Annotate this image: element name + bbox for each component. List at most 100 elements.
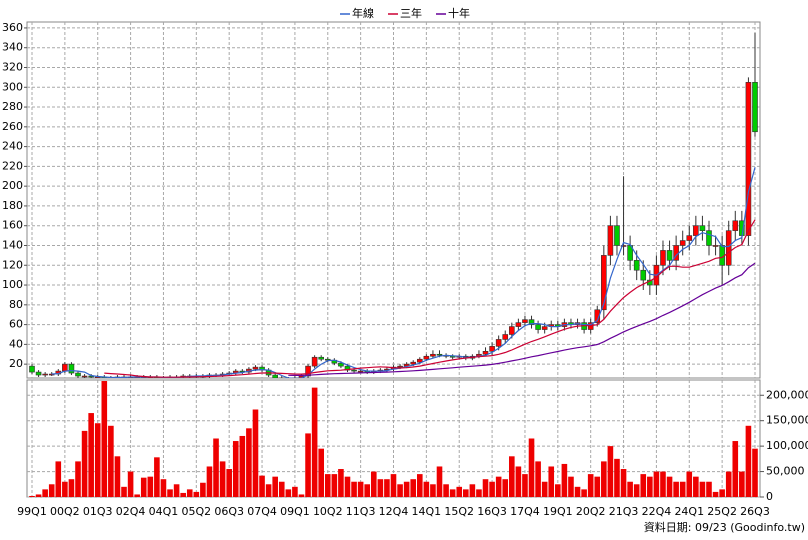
volume-bar — [745, 425, 752, 497]
candle-body — [620, 245, 627, 247]
candle-body — [252, 366, 259, 370]
volume-bar — [515, 466, 522, 497]
volume-bar — [311, 387, 318, 497]
volume-bar — [193, 491, 200, 497]
volume-bar — [259, 475, 265, 497]
volume-bar — [318, 448, 324, 497]
volume-bar — [416, 474, 423, 497]
volume-bar — [463, 489, 469, 497]
y2-tick-label: 50,000 — [766, 465, 805, 478]
volume-bar — [278, 481, 285, 497]
candle-body — [693, 225, 699, 236]
volume-bar — [331, 474, 338, 497]
volume-bar — [640, 474, 647, 497]
volume-bar — [285, 489, 292, 497]
volume-bar — [587, 474, 594, 497]
volume-bar — [509, 456, 515, 497]
candle-body — [351, 369, 357, 372]
candle-body — [416, 358, 423, 363]
volume-bar — [324, 474, 331, 497]
candle-body — [732, 220, 739, 231]
candle-body — [515, 322, 522, 327]
x-tick-label: 16Q3 — [477, 505, 507, 518]
volume-bar — [469, 484, 476, 497]
y-tick-label: 160 — [2, 219, 23, 232]
candle-body — [752, 82, 758, 133]
y-tick-label: 300 — [2, 80, 23, 93]
volume-plot — [29, 381, 758, 497]
volume-bar — [601, 461, 607, 497]
y-tick-label: 20 — [9, 357, 23, 370]
y-tick-label: 80 — [9, 298, 23, 311]
volume-bar — [81, 430, 88, 497]
x-tick-label: 14Q1 — [412, 505, 442, 518]
volume-bar — [160, 479, 167, 497]
volume-bar — [101, 381, 108, 497]
x-tick-label: 21Q3 — [609, 505, 639, 518]
y-tick-label: 220 — [2, 159, 23, 172]
volume-bar — [226, 469, 232, 497]
candle-body — [614, 225, 620, 246]
volume-bar — [140, 477, 147, 497]
y-tick-label: 60 — [9, 318, 23, 331]
volume-bar — [449, 489, 456, 497]
volume-bar — [75, 461, 81, 497]
candle-body — [607, 225, 614, 256]
y-tick-label: 260 — [2, 120, 23, 133]
candle-body — [42, 373, 48, 376]
x-tick-label: 09Q1 — [280, 505, 310, 518]
volume-bar — [344, 476, 351, 497]
candle-body — [410, 361, 417, 365]
volume-bar — [594, 476, 601, 497]
candle-body — [594, 309, 601, 323]
volume-bar — [68, 479, 75, 497]
ma-line — [104, 219, 756, 378]
volume-bar — [502, 479, 509, 497]
candle-body — [305, 365, 311, 377]
volume-bar — [206, 466, 213, 497]
volume-bar — [574, 486, 581, 497]
volume-bar — [42, 489, 48, 497]
volume-bar — [607, 446, 614, 497]
volume-bar — [568, 476, 574, 497]
volume-bar — [239, 435, 246, 497]
candle-body — [706, 230, 712, 246]
volume-bar — [541, 481, 548, 497]
volume-bar — [147, 476, 154, 497]
volume-bar — [127, 471, 134, 497]
volume-bar — [673, 481, 679, 497]
volume-bar — [712, 491, 719, 497]
volume-bar — [482, 479, 489, 497]
x-tick-label: 10Q2 — [313, 505, 343, 518]
volume-bar — [489, 481, 495, 497]
candle-body — [660, 250, 666, 266]
volume-bar — [29, 495, 35, 497]
volume-bar — [660, 471, 666, 497]
volume-bar — [535, 461, 541, 497]
footnote: 資料日期: 09/23 (Goodinfo.tw) — [644, 520, 805, 534]
candle-body — [482, 350, 489, 355]
x-tick-label: 04Q1 — [149, 505, 179, 518]
candle-body — [725, 230, 732, 266]
x-tick-label: 17Q4 — [510, 505, 540, 518]
volume-bar — [627, 481, 633, 497]
volume-bar — [357, 481, 364, 497]
volume-bar — [647, 476, 653, 497]
volume-bar — [436, 466, 443, 497]
y-tick-label: 200 — [2, 179, 23, 192]
y-tick-label: 120 — [2, 258, 23, 271]
grid-layer — [27, 22, 760, 498]
volume-bar — [272, 476, 278, 497]
volume-bar — [305, 433, 311, 497]
candle-body — [81, 375, 88, 378]
volume-bar — [719, 489, 725, 497]
candle-body — [318, 356, 325, 360]
candle-body — [502, 334, 509, 340]
volume-bar — [265, 484, 272, 497]
x-tick-label: 99Q1 — [17, 505, 47, 518]
volume-bar — [725, 471, 732, 497]
volume-bar — [555, 484, 561, 497]
y-tick-label: 100 — [2, 278, 23, 291]
x-tick-label: 11Q3 — [346, 505, 376, 518]
